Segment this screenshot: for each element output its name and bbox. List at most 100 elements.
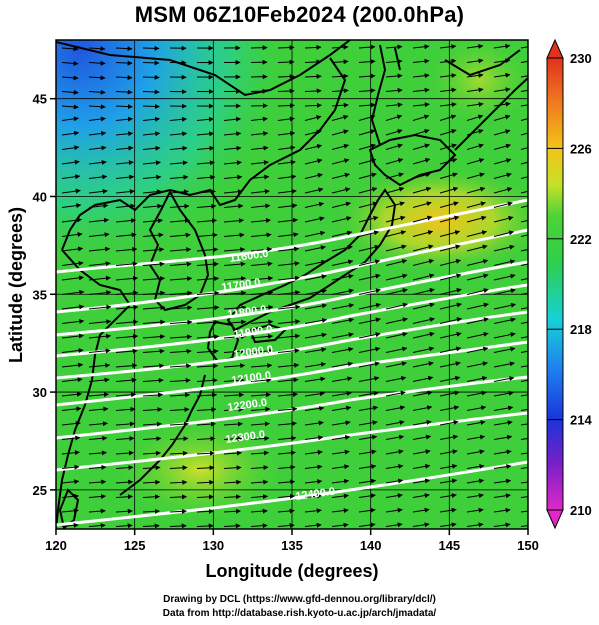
wind-vector [169, 232, 191, 238]
wind-vector [412, 87, 430, 93]
wind-vector [493, 376, 515, 382]
wind-vector [358, 449, 377, 455]
wind-vector [412, 273, 435, 281]
wind-vector [520, 394, 528, 397]
wind-vector [277, 145, 296, 151]
wind-vector [493, 361, 515, 368]
wind-vector [169, 189, 189, 195]
wind-vector [412, 288, 435, 295]
wind-vector [61, 450, 80, 456]
wind-vector [169, 508, 187, 514]
wind-vector [466, 420, 486, 426]
wind-vector [466, 101, 484, 107]
wind-vector [88, 246, 111, 252]
wind-vector [439, 58, 457, 64]
wind-vector [412, 478, 431, 484]
wind-vector [223, 261, 246, 267]
wind-vector [88, 159, 107, 165]
wind-vector [520, 379, 528, 382]
wind-vector [358, 88, 376, 94]
wind-vector [277, 188, 297, 194]
wind-vector [304, 73, 322, 79]
wind-vector [61, 275, 84, 281]
wind-vector [520, 496, 528, 498]
contour-line [56, 228, 528, 314]
wind-vector [115, 145, 134, 151]
wind-vector [412, 244, 434, 252]
wind-vector [223, 407, 244, 413]
wind-vector [250, 217, 271, 223]
wind-vector [331, 187, 351, 194]
wind-vector [304, 435, 324, 441]
wind-vector [142, 103, 160, 109]
wind-vector [439, 375, 461, 382]
wind-vector [358, 73, 376, 79]
wind-vector [250, 174, 270, 180]
wind-vector [331, 201, 351, 208]
wind-vector [304, 144, 323, 150]
wind-vector [169, 450, 188, 456]
wind-vector [439, 44, 457, 50]
wind-vector [142, 247, 165, 253]
wind-vector [61, 104, 79, 110]
wind-vector [196, 232, 218, 238]
wind-vector [493, 87, 511, 93]
wind-vector [385, 102, 403, 108]
wind-vector [142, 348, 165, 354]
wind-vector [493, 143, 511, 150]
wind-vector [169, 421, 189, 427]
wind-vector [61, 260, 84, 266]
wind-vector [142, 232, 164, 238]
wind-vector [223, 174, 243, 180]
contour-label: 12100.0 [231, 370, 272, 387]
warm-area-north [420, 40, 528, 130]
wind-vector [304, 172, 323, 179]
wind-vector [142, 218, 163, 224]
wind-vector [439, 405, 460, 411]
wind-vector [88, 232, 110, 238]
wind-vector [223, 305, 247, 311]
wind-vector [115, 421, 135, 427]
wind-vector [196, 421, 216, 427]
wind-vector [250, 494, 268, 500]
wind-vector [439, 215, 460, 223]
wind-vector [142, 494, 160, 500]
wind-vector [331, 478, 350, 484]
wind-vector [61, 479, 80, 485]
wind-vector [493, 346, 516, 353]
figure-title: MSM 06Z10Feb2024 (200.0hPa) [134, 2, 465, 27]
wind-vector [115, 261, 138, 267]
wind-vector [88, 130, 107, 136]
wind-vector [115, 232, 137, 238]
wind-vector [520, 176, 528, 179]
wind-vector [169, 116, 187, 122]
wind-vector [142, 450, 161, 456]
wind-vector [250, 465, 269, 471]
credit-data: Data from http://database.rish.kyoto-u.a… [162, 608, 437, 619]
wind-vector [277, 217, 298, 223]
y-tick-label: 40 [33, 189, 47, 204]
wind-vector [520, 525, 528, 527]
wind-vector [439, 507, 457, 513]
wind-vector [223, 523, 241, 529]
wind-vector [223, 508, 241, 514]
wind-vector [520, 452, 528, 455]
wind-vector [331, 420, 351, 426]
wind-vector [520, 365, 528, 368]
wind-vector [358, 346, 381, 353]
wind-vector [61, 130, 80, 136]
wind-vector [385, 44, 403, 50]
x-tick-label: 135 [281, 538, 303, 553]
wind-vector [304, 405, 325, 411]
wind-vector [88, 479, 107, 485]
wind-vector [196, 450, 215, 456]
wind-vector [412, 405, 433, 411]
wind-vector [385, 87, 403, 93]
wind-vector [520, 350, 528, 353]
contour-label: 12400.0 [295, 486, 336, 503]
wind-vector [61, 75, 79, 81]
wind-vector [169, 377, 191, 383]
wind-vector [466, 143, 484, 150]
wind-vector [385, 273, 408, 281]
wind-vector [169, 160, 188, 166]
